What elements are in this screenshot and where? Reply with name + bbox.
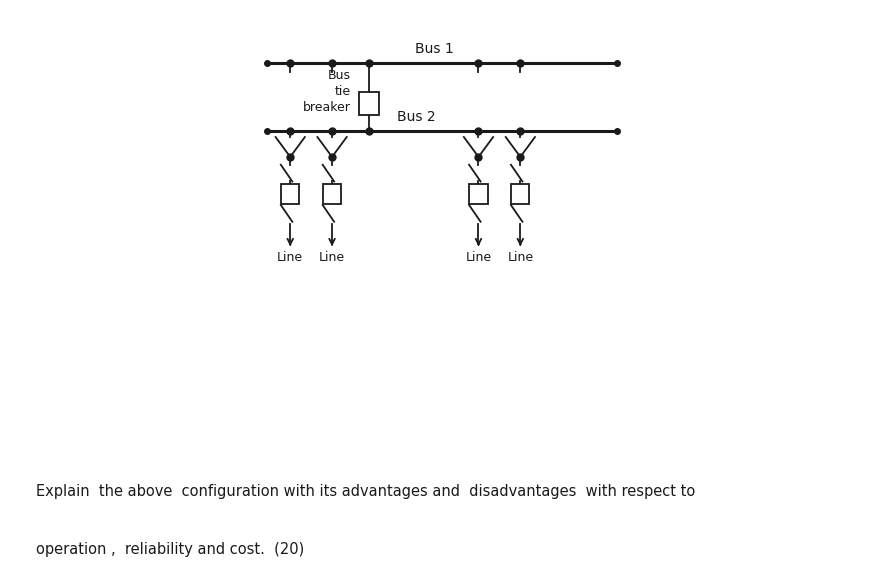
Text: Bus 2: Bus 2 <box>397 110 436 125</box>
Text: Line: Line <box>466 250 492 263</box>
Text: Line: Line <box>508 250 533 263</box>
Text: Bus
tie
breaker: Bus tie breaker <box>302 69 350 114</box>
Bar <box>359 91 379 115</box>
Bar <box>511 184 530 204</box>
Bar <box>323 184 341 204</box>
Text: Explain  the above  configuration with its advantages and  disadvantages  with r: Explain the above configuration with its… <box>36 484 695 499</box>
Text: operation ,  reliability and cost.  (20): operation , reliability and cost. (20) <box>36 542 304 557</box>
Bar <box>281 184 300 204</box>
Text: Line: Line <box>277 250 303 263</box>
Bar <box>469 184 488 204</box>
Text: Bus 1: Bus 1 <box>414 42 453 56</box>
Text: Line: Line <box>319 250 345 263</box>
